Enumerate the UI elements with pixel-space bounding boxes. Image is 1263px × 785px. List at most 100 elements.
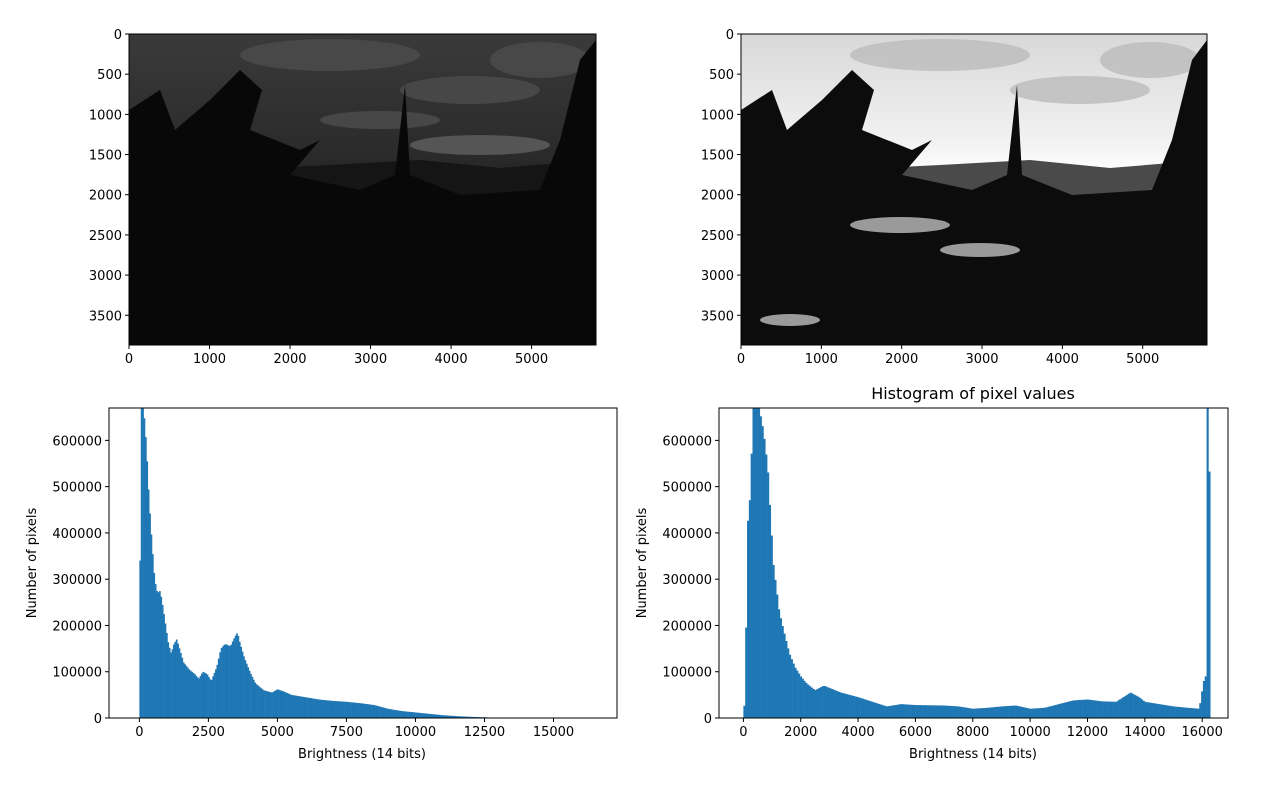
histogram-bar (1166, 705, 1169, 718)
plot-frame-right (718, 407, 1229, 719)
histogram-bars-left (139, 408, 499, 718)
histogram-bar (1208, 471, 1211, 718)
histogram-bar (1058, 703, 1061, 718)
histogram-bar (847, 694, 850, 718)
histogram-bar (1184, 707, 1187, 718)
histogram-bar (367, 704, 370, 718)
histogram-bar (457, 716, 460, 718)
histogram-bar (273, 690, 276, 718)
histogram-bar (217, 658, 220, 718)
histogram-bar (776, 594, 779, 718)
x-tick-label: 3000 (354, 352, 387, 367)
histogram-bar (1047, 706, 1051, 718)
histogram-bar (860, 698, 863, 718)
histogram-bar (351, 702, 353, 718)
histogram-bar (1190, 708, 1193, 718)
histogram-bar (379, 706, 381, 718)
histogram-bar (212, 676, 214, 718)
histogram-bar (293, 695, 296, 718)
histogram-bar (468, 716, 471, 718)
y-tick-label: 2000 (701, 189, 734, 204)
histogram-bar (358, 703, 360, 718)
histogram-bar (748, 500, 751, 718)
histogram-bar (840, 692, 843, 718)
histogram-bar (956, 706, 959, 718)
histogram-bar (1111, 701, 1114, 718)
histogram-bar (934, 705, 937, 718)
histogram-bar (1073, 700, 1076, 718)
histogram-bar (792, 663, 795, 718)
histogram-bar (1148, 702, 1151, 718)
histogram-bar (276, 689, 279, 718)
histogram-bar (415, 712, 418, 718)
histogram-bar (1082, 699, 1085, 718)
image-right-frame (740, 33, 1208, 346)
histogram-bar (976, 708, 979, 718)
histogram-bar (344, 701, 346, 718)
histogram-bar (973, 708, 976, 718)
histogram-bar (236, 633, 238, 718)
histogram-bar (388, 709, 391, 718)
histogram-bar (1062, 702, 1065, 718)
histogram-bar (1137, 696, 1140, 718)
y-tick-label: 1000 (89, 108, 122, 123)
histogram-bar (331, 700, 334, 718)
histogram-bar (320, 699, 322, 718)
histogram-bar (1040, 708, 1043, 718)
histogram-bar (865, 699, 868, 718)
histogram-bar (348, 702, 350, 718)
histogram-bar (788, 654, 792, 718)
histogram-bar (327, 700, 329, 718)
histogram-bar (1106, 701, 1109, 718)
histogram-bar (149, 513, 151, 718)
histogram-bar (1036, 708, 1040, 718)
histogram-bar (787, 648, 790, 718)
histogram-bar (376, 705, 379, 718)
histogram-bar (829, 688, 832, 718)
histogram-left: 0 2500 5000 7500 10000 12500 15000 0 100000 20000… (25, 407, 618, 762)
histogram-bar (945, 705, 948, 718)
histogram-bar (1181, 707, 1184, 718)
histogram-bar (925, 705, 928, 718)
histogram-bar (987, 707, 990, 718)
histogram-bar (1089, 699, 1092, 718)
histogram-bar (264, 690, 266, 718)
histogram-bar (1055, 704, 1058, 718)
histogram-bar (964, 707, 967, 718)
histogram-bar (982, 708, 985, 718)
histogram-bar (1051, 705, 1054, 718)
histogram-bar (174, 641, 177, 718)
histogram-bar (257, 685, 259, 718)
histogram-bar (302, 696, 304, 718)
histogram-bar (1077, 700, 1080, 718)
histogram-bar (297, 696, 300, 718)
histogram-bar (416, 712, 419, 718)
histogram-bar (767, 472, 770, 718)
histogram-bar (869, 701, 872, 718)
histogram-bar (463, 716, 465, 718)
histogram-bar (812, 689, 815, 718)
y-tick-label: 200000 (52, 619, 102, 634)
histogram-bar (283, 691, 286, 718)
histogram-bar (363, 703, 366, 718)
histogram-bar (208, 676, 210, 718)
histogram-bar (1124, 695, 1127, 718)
axes-bottom-right: 0 2000 4000 6000 8000 10000 12000 14000 16000 0 10… (662, 434, 1223, 740)
y-tick-label: 300000 (662, 573, 712, 588)
histogram-bar (342, 701, 345, 718)
y-tick-label: 1500 (89, 149, 122, 164)
histogram-bar (191, 671, 193, 718)
histogram-bar (801, 678, 804, 718)
histogram-bar (153, 572, 156, 718)
histogram-bar (409, 711, 412, 718)
histogram-bar (426, 713, 429, 718)
histogram-bar (836, 691, 839, 718)
histogram-bar (470, 716, 472, 718)
histogram-bar (1195, 708, 1198, 718)
histogram-bar (290, 694, 293, 718)
histogram-bar (219, 652, 221, 718)
histogram-bar (355, 702, 357, 718)
histogram-bar (881, 705, 885, 718)
histogram-bar (1126, 694, 1129, 718)
